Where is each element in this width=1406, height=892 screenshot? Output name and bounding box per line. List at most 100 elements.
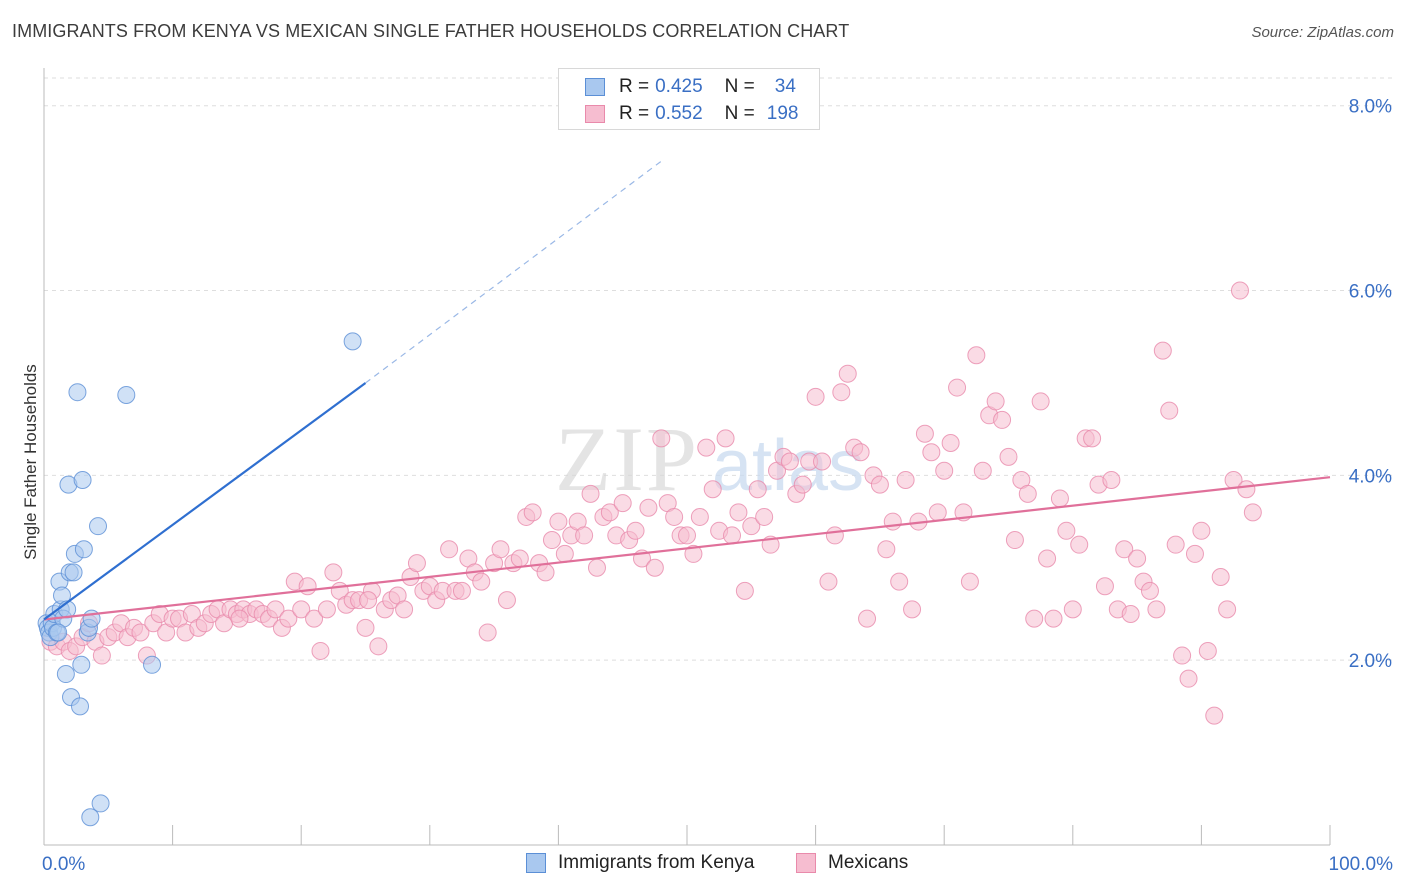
- x-tick-label: 0.0%: [42, 854, 85, 875]
- legend-item-kenya[interactable]: Immigrants from Kenya: [526, 852, 754, 874]
- mexicans-point: [613, 494, 632, 513]
- n-label: N =: [724, 103, 755, 124]
- kenya-point: [343, 332, 362, 351]
- mexicans-point: [626, 521, 645, 540]
- r-label: R =: [619, 103, 650, 124]
- mexicans-point: [993, 410, 1012, 429]
- mexicans-point: [999, 447, 1018, 466]
- mexicans-point: [1031, 392, 1050, 411]
- mexicans-point: [883, 512, 902, 531]
- kenya-trendline: [43, 382, 367, 621]
- kenya-point: [74, 540, 93, 559]
- mexicans-point: [298, 577, 317, 596]
- mexicans-point: [395, 600, 414, 619]
- mexicans-point: [1173, 646, 1192, 665]
- mexicans-point: [678, 526, 696, 545]
- kenya-trendline-extension: [365, 160, 662, 384]
- mexicans-point: [665, 507, 684, 526]
- mexicans-point: [851, 443, 870, 462]
- mexicans-point: [896, 470, 915, 489]
- mexicans-point: [279, 609, 298, 628]
- mexicans-point: [1050, 489, 1069, 508]
- mexicans-point: [575, 526, 594, 545]
- stats-row-kenya: R = 0.425 N = 34: [585, 75, 796, 99]
- mexicans-point: [703, 480, 722, 499]
- mexicans-point: [755, 507, 774, 526]
- r-label: R =: [619, 76, 650, 97]
- mexicans-point: [497, 591, 516, 610]
- mexicans-point: [928, 503, 947, 522]
- r-value: 0.425: [655, 76, 703, 97]
- mexicans-point: [587, 558, 606, 577]
- mexicans-point: [780, 452, 799, 471]
- mexicans-point: [1243, 503, 1262, 522]
- stats-legend: R = 0.425 N = 34 R = 0.552 N = 198: [558, 68, 820, 130]
- mexicans-point: [973, 461, 992, 480]
- mexicans-point: [549, 512, 568, 531]
- mexicans-point: [1115, 540, 1134, 559]
- mexicans-point: [1038, 549, 1057, 568]
- mexicans-point: [1166, 535, 1185, 554]
- mexicans-point: [440, 540, 459, 559]
- mexicans-point: [1211, 568, 1230, 587]
- stats-row-mexicans: R = 0.552 N = 198: [585, 102, 798, 126]
- mexicans-point: [838, 364, 857, 383]
- mexicans-point: [639, 498, 658, 517]
- y-tick-label: 8.0%: [1349, 97, 1392, 118]
- mexicans-point: [716, 429, 735, 448]
- mexicans-point: [819, 572, 838, 591]
- kenya-point: [81, 808, 100, 827]
- mexicans-point: [1198, 641, 1217, 660]
- mexicans-point: [1230, 281, 1249, 300]
- mexicans-point: [986, 392, 1005, 411]
- mexicans-point: [1070, 535, 1089, 554]
- series-legend: Immigrants from Kenya Mexicans: [0, 852, 1406, 878]
- kenya-point: [72, 655, 91, 674]
- n-label: N =: [724, 76, 755, 97]
- mexicans-point: [542, 531, 561, 550]
- mexicans-point: [832, 383, 851, 402]
- kenya-point: [64, 563, 83, 582]
- mexicans-point: [645, 558, 664, 577]
- watermark-zip: ZIP: [555, 408, 699, 510]
- mexicans-point: [697, 438, 716, 457]
- y-tick-label: 6.0%: [1349, 282, 1392, 303]
- mexicans-swatch: [585, 105, 605, 123]
- kenya-point: [56, 665, 75, 684]
- mexicans-point: [311, 641, 330, 660]
- kenya-point: [73, 470, 92, 489]
- mexicans-point: [452, 581, 471, 600]
- mexicans-point: [1140, 581, 1159, 600]
- r-value: 0.552: [655, 103, 703, 124]
- mexicans-point: [793, 475, 812, 494]
- kenya-point: [143, 655, 162, 674]
- mexicans-point: [690, 507, 709, 526]
- mexicans-point: [1063, 600, 1082, 619]
- mexicans-point: [825, 526, 844, 545]
- legend-item-mexicans[interactable]: Mexicans: [796, 852, 908, 874]
- mexicans-point: [806, 387, 825, 406]
- mexicans-point: [858, 609, 877, 628]
- mexicans-point: [1179, 669, 1198, 688]
- mexicans-point: [478, 623, 497, 642]
- mexicans-point: [1192, 521, 1211, 540]
- n-value: 198: [766, 103, 799, 124]
- y-axis-label: Single Father Households: [21, 364, 40, 560]
- kenya-point: [117, 385, 136, 404]
- mexicans-point: [356, 618, 375, 637]
- mexicans-point: [877, 540, 896, 559]
- mexicans-point: [317, 600, 336, 619]
- chart-title: IMMIGRANTS FROM KENYA VS MEXICAN SINGLE …: [12, 21, 850, 41]
- y-tick-label: 4.0%: [1349, 466, 1392, 487]
- kenya-point: [68, 383, 87, 402]
- mexicans-point: [555, 544, 574, 563]
- mexicans-point: [1237, 480, 1256, 499]
- mexicans-point: [729, 503, 748, 522]
- kenya-point: [91, 794, 110, 813]
- mexicans-point: [1147, 600, 1166, 619]
- mexicans-point: [1153, 341, 1172, 360]
- legend-label-mexicans: Mexicans: [828, 852, 909, 873]
- mexicans-point: [813, 452, 832, 471]
- mexicans-point: [948, 378, 967, 397]
